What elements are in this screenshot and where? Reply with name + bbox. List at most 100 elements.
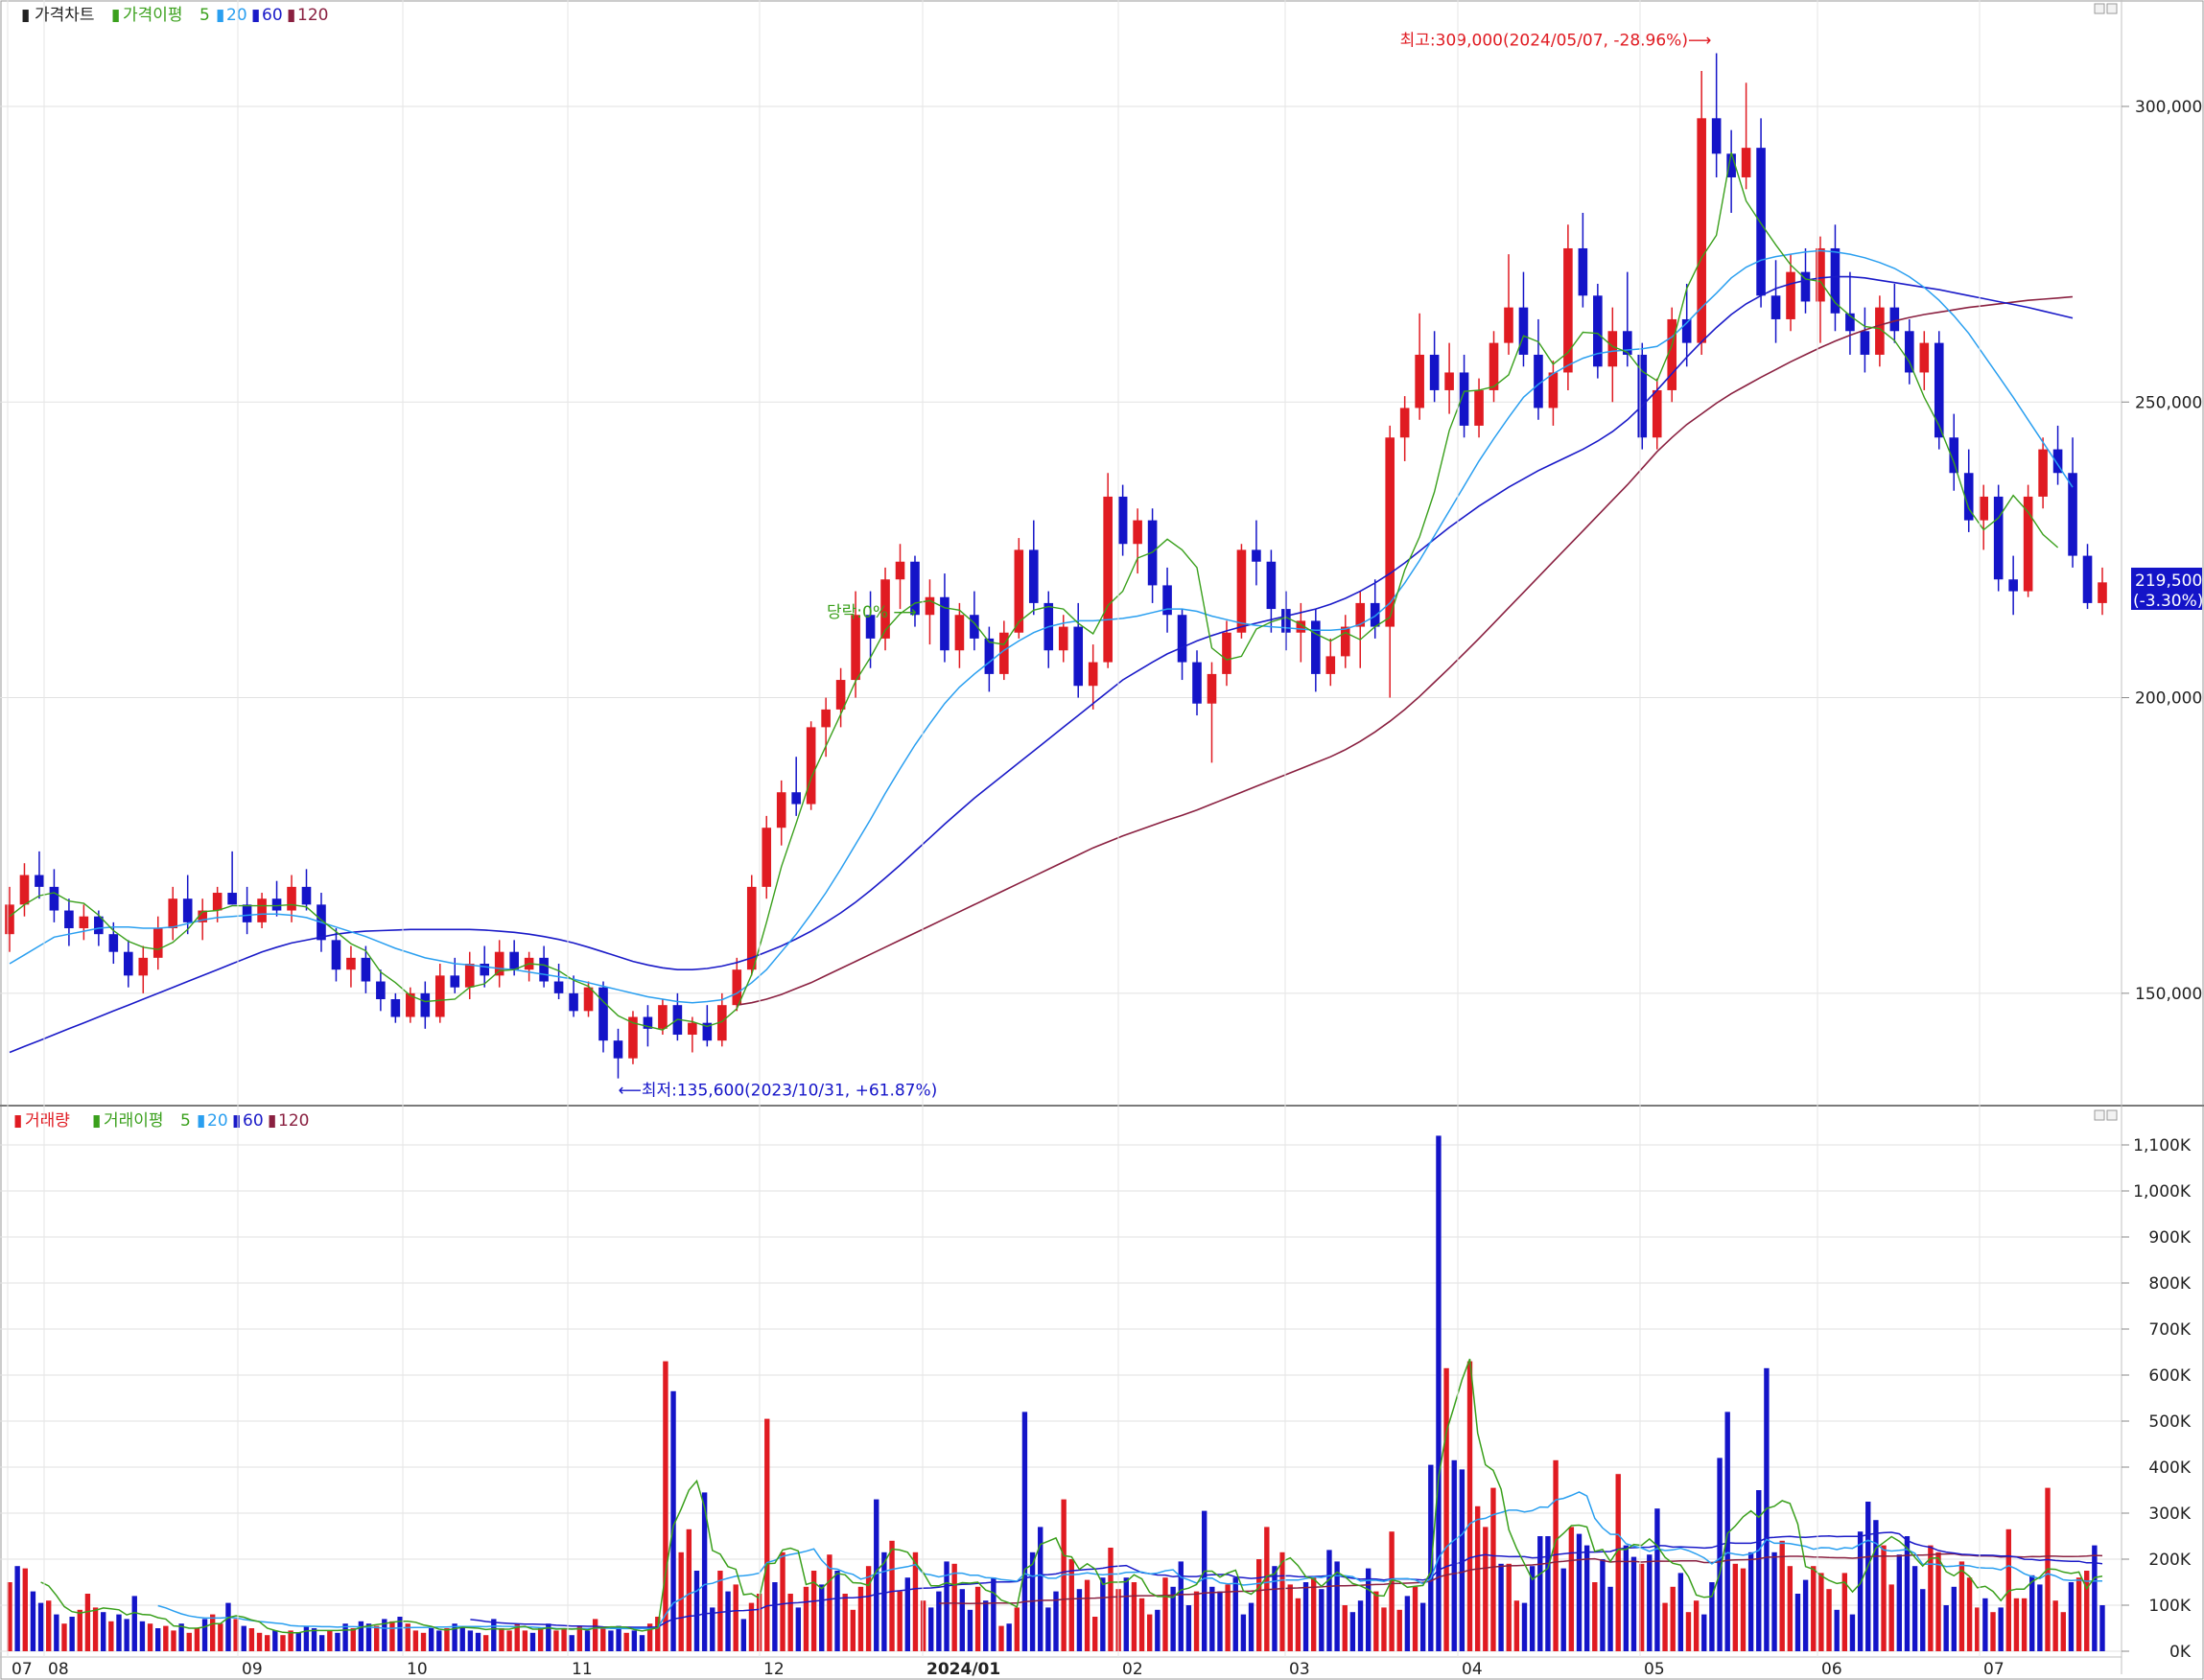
volume-bar: [522, 1630, 528, 1651]
volume-bar: [218, 1623, 223, 1651]
volume-bar: [701, 1492, 708, 1651]
candle-body: [227, 893, 237, 905]
candle-body: [64, 910, 74, 929]
x-tick-label: 07: [1983, 1660, 2005, 1679]
volume-bar: [569, 1635, 574, 1651]
volume-bar: [1709, 1582, 1715, 1651]
volume-bar: [936, 1591, 942, 1651]
volume-legend-ma60: 60: [243, 1111, 264, 1131]
volume-bar: [342, 1623, 348, 1651]
price-panel-close-button[interactable]: [2106, 3, 2118, 14]
volume-tick-label: 500K: [2148, 1412, 2191, 1432]
x-tick-label: 08: [48, 1660, 69, 1679]
candle-body: [182, 898, 193, 922]
volume-bar: [1592, 1582, 1598, 1651]
volume-bar: [475, 1632, 481, 1651]
volume-bar: [1787, 1566, 1794, 1651]
volume-bar: [1943, 1605, 1949, 1651]
candle-body: [1117, 496, 1128, 545]
price-panel-minimize-button[interactable]: [2094, 3, 2105, 14]
volume-bar: [1951, 1586, 1957, 1651]
candle-body: [152, 928, 163, 958]
volume-panel-close-button[interactable]: [2106, 1109, 2118, 1121]
volume-legend-ma5-marker: ▮: [92, 1111, 101, 1131]
volume-bar: [819, 1584, 825, 1651]
price-panel-controls[interactable]: [2094, 3, 2118, 14]
candle-body: [569, 992, 578, 1012]
volume-legend-ma60-marker: ▮: [232, 1111, 241, 1131]
volume-bar: [1092, 1617, 1098, 1651]
volume-bar: [1662, 1602, 1668, 1651]
volume-bar: [459, 1625, 465, 1651]
volume-panel-controls[interactable]: [2094, 1109, 2118, 1121]
volume-bar: [717, 1571, 723, 1651]
candle-body: [999, 632, 1009, 674]
volume-bar: [787, 1594, 793, 1651]
volume-bar: [772, 1582, 778, 1651]
volume-bar: [1295, 1598, 1301, 1651]
candle-body: [2038, 449, 2048, 497]
candle-body: [1993, 496, 2004, 580]
candle-body: [124, 951, 133, 976]
volume-bar: [1935, 1552, 1941, 1651]
volume-bar: [365, 1623, 372, 1651]
candle-body: [1399, 408, 1410, 438]
volume-bar: [209, 1614, 216, 1651]
price-tick-label: 250,000: [2135, 393, 2202, 412]
volume-bar: [1170, 1586, 1176, 1651]
current-price-change: (-3.30%): [2133, 592, 2203, 611]
candle-body: [539, 957, 549, 982]
volume-bar: [1373, 1591, 1379, 1651]
candle-body: [1622, 331, 1632, 355]
volume-bar: [272, 1630, 278, 1651]
volume-bar: [1576, 1533, 1583, 1651]
volume-bar: [764, 1418, 770, 1651]
volume-bar: [264, 1635, 270, 1651]
candle-body: [1385, 437, 1395, 627]
candle-body: [35, 875, 44, 887]
candle-body: [79, 916, 89, 929]
candle-body: [1504, 307, 1513, 343]
volume-ma20-line: [157, 1491, 2102, 1630]
volume-bar: [974, 1586, 981, 1651]
candle-body: [1919, 342, 1930, 373]
volume-bar: [663, 1361, 668, 1651]
volume-bar: [998, 1625, 1004, 1651]
candle-body: [1252, 549, 1261, 562]
volume-bar: [1529, 1566, 1536, 1651]
volume-bar: [546, 1623, 551, 1651]
volume-bar: [256, 1632, 263, 1651]
volume-bar: [1982, 1598, 1988, 1651]
volume-bar: [2099, 1605, 2105, 1651]
volume-panel-minimize-button[interactable]: [2094, 1109, 2105, 1121]
volume-bar: [2075, 1577, 2082, 1651]
volume-bar: [1334, 1561, 1340, 1651]
volume-bar: [920, 1600, 926, 1651]
volume-bar: [584, 1630, 591, 1651]
volume-moving-averages: [40, 1358, 2103, 1634]
x-tick-label: 05: [1644, 1660, 1665, 1679]
volume-bar: [1560, 1568, 1566, 1651]
volume-bar: [874, 1499, 879, 1651]
volume-bar: [288, 1630, 293, 1651]
volume-bar: [491, 1619, 497, 1651]
volume-bar: [1076, 1589, 1083, 1651]
volume-bar: [1396, 1609, 1402, 1651]
volume-bar: [1654, 1508, 1660, 1651]
volume-legend-ma-label: 거래이평: [104, 1111, 164, 1131]
volume-bar: [561, 1628, 567, 1651]
candle-body: [613, 1040, 623, 1059]
volume-bar: [1155, 1609, 1161, 1651]
volume-bar: [1498, 1563, 1504, 1651]
candle-body: [1860, 331, 1870, 355]
candle-body: [480, 964, 490, 976]
x-tick-label: 03: [1289, 1660, 1310, 1679]
candle-body: [1177, 615, 1187, 663]
volume-bar: [1474, 1505, 1481, 1651]
volume-bar: [420, 1632, 427, 1651]
current-price-value: 219,500: [2135, 572, 2202, 591]
volume-bar: [397, 1617, 403, 1651]
volume-bar: [350, 1628, 356, 1651]
volume-bar: [1701, 1614, 1707, 1651]
volume-bar: [69, 1617, 75, 1651]
